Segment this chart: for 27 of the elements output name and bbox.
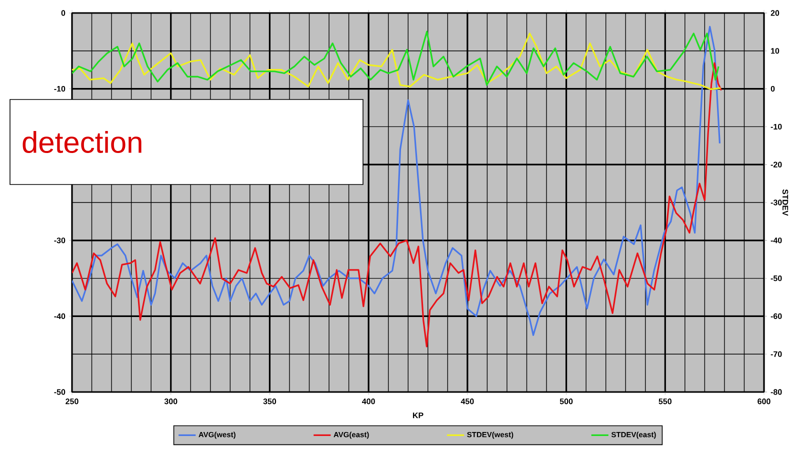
y-tick-label: -30	[54, 238, 66, 244]
y2-axis-title: STDEV	[782, 189, 788, 216]
y-tick-label: 0	[61, 10, 66, 16]
x-tick-label: 450	[460, 398, 474, 404]
y-tick-label: -40	[54, 313, 66, 320]
x-tick-label: 550	[658, 398, 672, 404]
y2-tick-label: -60	[770, 313, 782, 320]
y2-tick-label: -50	[770, 275, 782, 282]
y2-tick-label: -30	[770, 200, 782, 206]
y2-tick-label: -80	[770, 389, 782, 395]
x-tick-label: 400	[362, 398, 375, 404]
x-tick-label: 600	[758, 398, 770, 404]
y2-tick-label: -10	[770, 124, 782, 130]
x-tick-label: 300	[164, 398, 178, 404]
y-tick-label: -50	[54, 389, 66, 395]
y2-tick-label: 20	[770, 10, 780, 16]
y-tick-label: -10	[54, 86, 66, 92]
x-tick-label: 250	[66, 398, 78, 404]
y2-tick-label: 0	[770, 86, 775, 92]
annotation: detection	[22, 130, 142, 154]
y2-tick-label: -20	[770, 162, 782, 168]
y2-tick-label: -40	[770, 238, 782, 244]
x-tick-label: 350	[263, 398, 276, 404]
x-tick-label: 500	[560, 398, 573, 404]
y2-tick-label: -70	[770, 351, 782, 357]
x-axis-title: KP	[412, 412, 424, 418]
y2-tick-label: 10	[771, 48, 780, 54]
